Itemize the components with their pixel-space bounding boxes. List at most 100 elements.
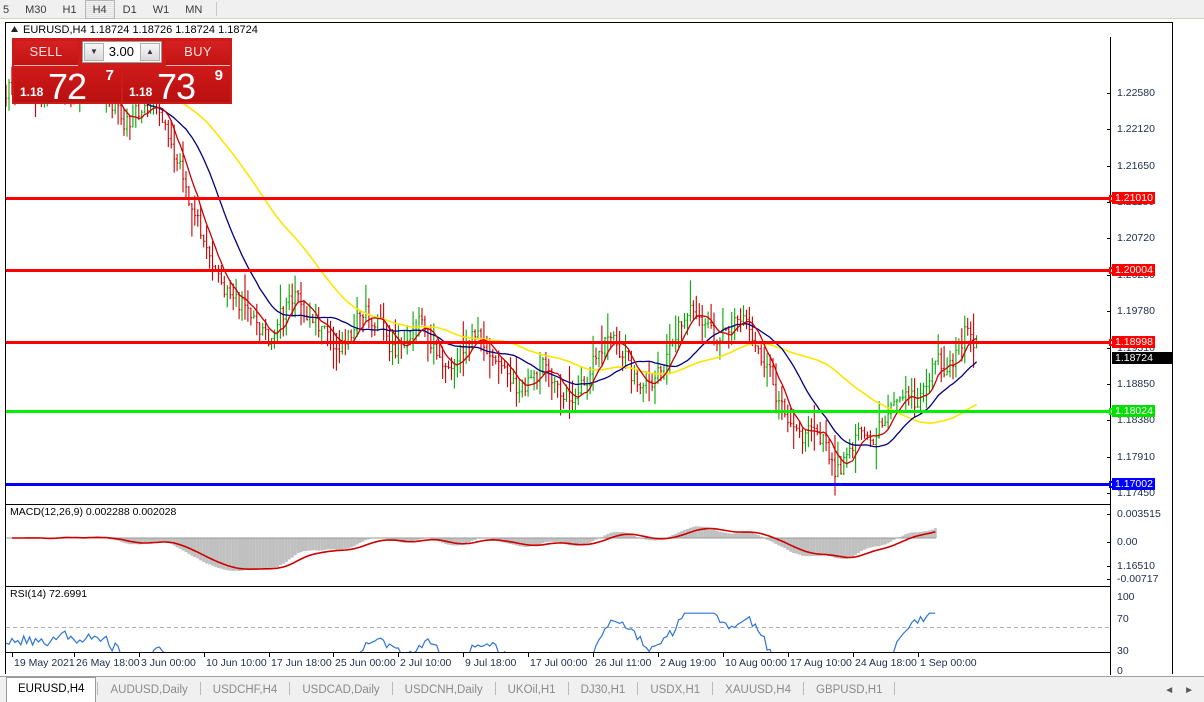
oct-controls-row: SELL ▼ 3.00 ▲ BUY [12, 38, 232, 66]
tab-divider [712, 682, 714, 695]
volume-increment-button[interactable]: ▲ [140, 43, 160, 61]
macd-axis-label: 0.003515 [1117, 508, 1161, 520]
time-axis-label: 17 Jul 00:00 [530, 657, 588, 669]
timeframe-toolbar: 5 M30 H1 H4 D1 W1 MN [0, 0, 1204, 19]
time-tick [463, 653, 464, 657]
chart-tab-usdchf-h4[interactable]: USDCHF,H4 [212, 684, 278, 696]
time-tick [723, 653, 724, 657]
price-level-line[interactable] [6, 408, 1112, 415]
chart-tab-xauusd-h4[interactable]: XAUUSD,H4 [725, 684, 791, 696]
price-axis-label: 1.16510 [1117, 560, 1155, 572]
level-line-anchor[interactable] [1109, 339, 1112, 346]
sell-price-superscript: 7 [105, 67, 114, 84]
one-click-trading-panel[interactable]: SELL ▼ 3.00 ▲ BUY 1.18 72 7 [12, 38, 232, 104]
time-tick [658, 653, 659, 657]
axis-tick [1107, 202, 1111, 203]
rsi-axis-label: 70 [1117, 613, 1129, 625]
time-axis-label: 3 Jun 00:00 [141, 657, 196, 669]
price-axis-label: 1.18850 [1117, 378, 1155, 390]
timeframe-button-h4[interactable]: H4 [84, 0, 115, 19]
tab-scroll-right-icon[interactable]: ► [1184, 685, 1194, 696]
current-price-badge: 1.18724 [1112, 352, 1172, 364]
sell-button[interactable]: SELL [14, 41, 78, 66]
chart-tab-usdcnh-daily[interactable]: USDCNH,Daily [404, 684, 483, 696]
axis-tick [1107, 514, 1111, 515]
chart-tab-eurusd-h4[interactable]: EURUSD,H4 [6, 677, 97, 702]
chart-tab-usdx-h1[interactable]: USDX,H1 [650, 684, 701, 696]
level-price-badge[interactable]: 1.18998 [1112, 336, 1155, 348]
buy-price-box[interactable]: 1.18 73 9 [123, 66, 230, 102]
macd-axis-label: -0.00717 [1117, 573, 1159, 585]
toolbar-divider [216, 2, 218, 16]
buy-price-prefix: 1.18 [129, 85, 153, 99]
price-level-line[interactable] [6, 267, 1112, 274]
level-price-badge[interactable]: 1.17002 [1112, 478, 1155, 490]
axis-tick [1107, 420, 1111, 421]
buy-price-superscript: 9 [214, 67, 223, 84]
macd-label: MACD(12,26,9) 0.002288 0.002028 [10, 506, 177, 518]
chart-tab-gbpusd-h1[interactable]: GBPUSD,H1 [816, 684, 883, 696]
time-tick [528, 653, 529, 657]
tab-divider [567, 682, 569, 695]
rsi-label: RSI(14) 72.6991 [10, 588, 88, 600]
chart-tab-dj30-h1[interactable]: DJ30,H1 [580, 684, 626, 696]
timeframe-button-mn[interactable]: MN [185, 4, 203, 16]
chart-tab-usdcad-daily[interactable]: USDCAD,Daily [302, 684, 380, 696]
volume-input[interactable]: 3.00 [108, 44, 134, 59]
time-axis[interactable]: 19 May 2021 26 May 18:00 3 Jun 00:00 10 Jun… [6, 652, 1112, 673]
level-price-badge[interactable]: 1.18024 [1112, 405, 1155, 417]
timeframe-button-5[interactable]: 5 [3, 4, 10, 16]
sell-price-box[interactable]: 1.18 72 7 [14, 66, 121, 102]
price-axis-label: 1.18380 [1117, 414, 1155, 426]
chart-tab-ukoil-h1[interactable]: UKOil,H1 [507, 684, 556, 696]
level-line-anchor[interactable] [1109, 195, 1112, 202]
axis-tick [1107, 238, 1111, 239]
price-level-line[interactable] [6, 195, 1112, 202]
axis-tick [1107, 348, 1111, 349]
axis-tick [1107, 493, 1111, 494]
volume-decrement-button[interactable]: ▼ [84, 43, 104, 61]
price-level-line[interactable] [6, 481, 1112, 488]
time-axis-label: 17 Jun 18:00 [271, 657, 332, 669]
time-axis-label: 19 May 2021 [14, 657, 75, 669]
time-tick [333, 653, 334, 657]
level-line-anchor[interactable] [1109, 408, 1112, 415]
axis-tick [1107, 129, 1111, 130]
toolbar-filler [223, 0, 1204, 18]
tab-divider [803, 682, 804, 695]
price-pane[interactable] [6, 37, 1112, 503]
timeframe-button-w1[interactable]: W1 [152, 4, 170, 16]
axis-tick [1107, 542, 1111, 543]
axis-tick [1107, 275, 1111, 276]
time-axis-label: 1 Sep 00:00 [920, 657, 977, 669]
time-axis-label: 24 Aug 18:00 [855, 657, 917, 669]
macd-plot [6, 526, 937, 571]
tab-scroll-controls: ◄ ► [1164, 685, 1204, 702]
level-line-anchor[interactable] [1109, 267, 1112, 274]
time-tick [269, 653, 270, 657]
level-price-badge[interactable]: 1.21010 [1112, 192, 1155, 204]
tab-divider [637, 682, 639, 695]
price-scale[interactable]: 1.225801.221201.216501.211801.207201.202… [1107, 37, 1172, 677]
buy-button[interactable]: BUY [166, 41, 230, 66]
timeframe-button-d1[interactable]: D1 [122, 4, 137, 16]
timeframe-button-h1[interactable]: H1 [62, 4, 77, 16]
price-axis-label: 1.19780 [1117, 305, 1155, 317]
time-axis-label: 2 Jul 10:00 [400, 657, 452, 669]
time-tick [12, 653, 13, 657]
macd-pane[interactable]: MACD(12,26,9) 0.002288 0.002028 [6, 504, 1112, 585]
price-level-line[interactable] [6, 339, 1112, 346]
sell-price-big: 72 [48, 66, 87, 102]
buy-price-big: 73 [157, 66, 196, 102]
chart-tab-audusd-daily[interactable]: AUDUSD,Daily [110, 684, 188, 696]
level-line-anchor[interactable] [1109, 481, 1112, 488]
rsi-axis-label: 0 [1117, 665, 1123, 677]
collapse-triangle-icon[interactable] [10, 25, 19, 34]
time-tick [139, 653, 140, 657]
time-axis-label: 25 Jun 00:00 [335, 657, 396, 669]
level-price-badge[interactable]: 1.20004 [1112, 264, 1155, 276]
tab-scroll-left-icon[interactable]: ◄ [1164, 685, 1175, 696]
chart-tab-bar: EURUSD,H4 AUDUSD,Daily USDCHF,H4 USDCAD,Dai… [0, 676, 1204, 702]
timeframe-button-m30[interactable]: M30 [25, 4, 47, 16]
volume-stepper[interactable]: ▼ 3.00 ▲ [82, 41, 162, 63]
